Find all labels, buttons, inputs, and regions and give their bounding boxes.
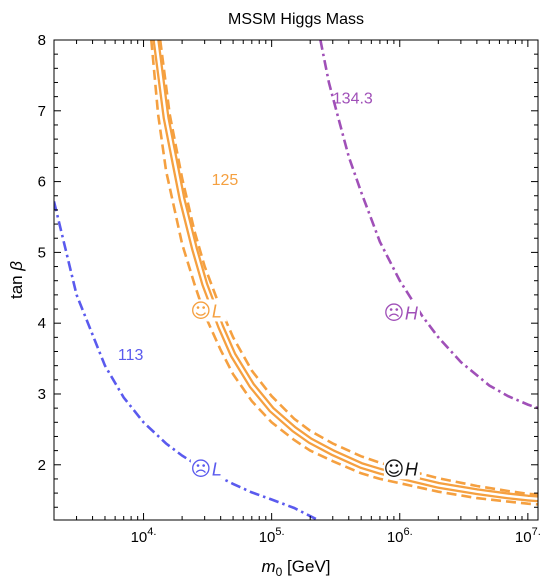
marker-letter: H [405,459,419,479]
frowny-icon: ☹ [190,456,211,480]
y-axis-label-prefix: tan [7,271,26,299]
y-tick-label: 3 [38,386,46,403]
marker: ☹ L [190,456,227,480]
series-1 [150,40,538,506]
x-axis-label-sub: 0 [276,565,283,578]
x-tick-label: 105. [259,526,285,546]
frowny-icon: ☹ [383,301,404,325]
y-tick-label: 6 [38,174,46,191]
marker-letter: L [212,459,222,479]
series-band-upper [158,40,538,496]
y-tick-label: 4 [38,315,46,332]
x-tick-label: 107. [515,526,541,546]
marker: ☹ H [383,301,420,325]
chart-title: MSSM Higgs Mass [228,11,364,28]
series-line [54,201,319,520]
x-axis-label-unit: [GeV] [282,557,330,576]
y-axis-label-symbol: β [7,261,26,272]
x-tick-label: 104. [131,526,157,546]
series-line-outer [152,40,538,503]
plot-frame [53,39,539,521]
ticks-layer: 104. 105. 106. 107. 2 3 4 5 6 7 8 [38,32,541,546]
marker: ☺ H [383,456,420,480]
series-line [319,40,538,410]
smiley-icon: ☺ [190,298,211,322]
marker: ☺ L [190,298,227,322]
curve-label: 134.3 [333,91,373,108]
x-axis-label: m0 [GeV] [261,557,330,578]
curve-labels: 113 125 134.3 [118,91,373,364]
marker-letter: L [212,301,222,321]
series-band-lower [150,40,538,506]
curve-label: 113 [118,347,144,364]
curves-layer [54,40,538,520]
x-axis-label-base: m [261,557,275,576]
y-tick-label: 2 [38,457,46,474]
y-tick-label: 7 [38,103,46,120]
smiley-icon: ☺ [383,456,404,480]
curve-label: 125 [212,172,239,189]
x-tick-label: 106. [387,526,413,546]
marker-letter: H [405,304,419,324]
y-tick-label: 5 [38,244,46,261]
y-axis-label: tan β [7,261,26,299]
series-2 [319,40,538,410]
y-tick-label: 8 [38,32,46,49]
markers-layer: ☺ L☹ L☹ H☺ H [190,298,420,480]
series-line-inner [154,40,538,500]
series-0 [54,201,319,520]
